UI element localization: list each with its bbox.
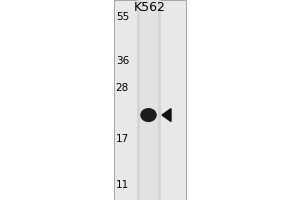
Ellipse shape [140, 108, 157, 122]
Text: 28: 28 [116, 83, 129, 93]
Text: 55: 55 [116, 12, 129, 22]
Bar [114, 0, 186, 200]
Bar [136, 0, 160, 200]
Polygon shape [162, 109, 171, 121]
Text: K562: K562 [134, 1, 166, 14]
Bar [140, 0, 158, 200]
Text: 36: 36 [116, 56, 129, 66]
Text: 17: 17 [116, 134, 129, 144]
Text: 11: 11 [116, 180, 129, 190]
